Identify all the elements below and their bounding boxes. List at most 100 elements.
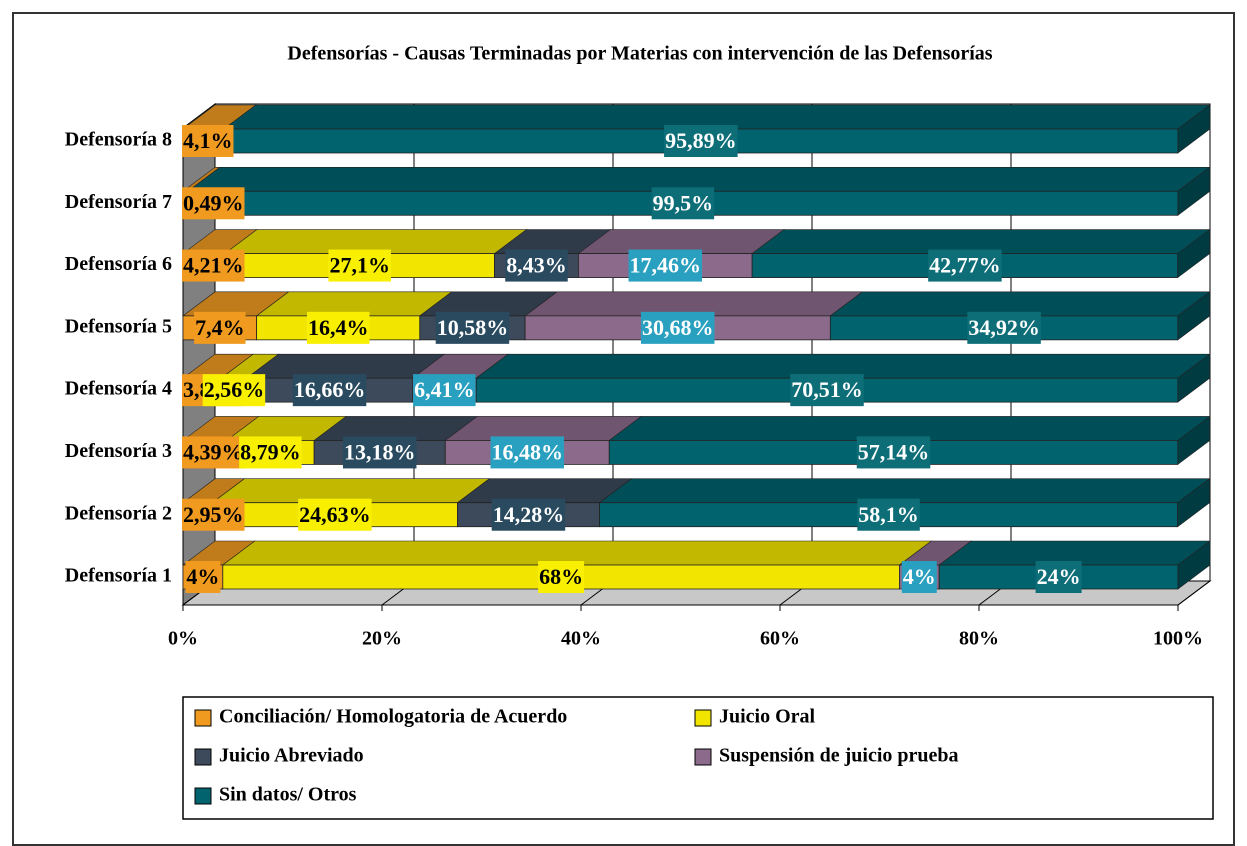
data-label-text: 24,63% — [299, 502, 371, 527]
bar-end — [1177, 540, 1211, 590]
data-label: 7,4% — [194, 311, 246, 344]
y-tick-label: Defensoría 6 — [65, 253, 172, 275]
data-label-bg — [182, 436, 245, 469]
bar-end — [1177, 353, 1211, 403]
data-label-bg — [901, 561, 937, 593]
data-label: 99,5% — [651, 187, 715, 220]
data-label-text: 16,48% — [492, 439, 564, 464]
data-label: 95,89% — [664, 125, 738, 157]
data-label-bg — [435, 311, 510, 344]
data-label-bg — [185, 561, 221, 593]
data-label-text: 16,4% — [308, 315, 369, 340]
chart-title: Defensorías - Causas Terminadas por Mate… — [287, 43, 992, 65]
y-tick-label: Defensoría 4 — [65, 378, 172, 400]
y-tick-label: Defensoría 2 — [65, 502, 172, 524]
data-label-text: 4% — [903, 564, 936, 589]
data-label-bg — [1035, 561, 1082, 593]
y-tick-label: Defensoría 7 — [65, 191, 172, 213]
data-label-bg — [857, 498, 920, 531]
data-label-bg — [628, 249, 703, 282]
legend-label: Suspensión de juicio prueba — [719, 745, 959, 767]
data-label-bg — [292, 374, 367, 407]
data-label-bg — [306, 311, 370, 344]
data-label-text: 57,14% — [858, 439, 930, 464]
x-tick-label: 100% — [1153, 628, 1203, 650]
data-label-bg — [664, 125, 738, 157]
data-label: 17,46% — [628, 249, 703, 282]
data-label-text: 14,28% — [493, 502, 565, 527]
data-label-bg — [538, 561, 585, 593]
data-label-text: 2,95% — [183, 502, 244, 527]
bar-end — [1177, 478, 1210, 528]
legend-label: Sin datos/ Otros — [219, 784, 357, 806]
data-label-text: 58,1% — [858, 502, 919, 527]
y-tick-label: Defensoría 3 — [65, 440, 172, 462]
data-label-bg — [490, 436, 565, 469]
data-label: 68% — [538, 561, 585, 593]
bar-end — [1177, 166, 1211, 216]
data-label-text: 17,46% — [630, 253, 702, 278]
data-label: 70,51% — [790, 374, 864, 407]
data-label-bg — [640, 311, 715, 344]
data-label: 4% — [185, 561, 221, 593]
legend-swatch — [194, 709, 212, 727]
legend-label: Conciliación/ Homologatoria de Acuerdo — [219, 706, 567, 728]
data-label: 57,14% — [856, 436, 931, 469]
y-tick-label: Defensoría 8 — [65, 129, 172, 151]
data-label-bg — [342, 436, 417, 469]
grid-line-floor — [1177, 580, 1211, 606]
legend-label: Juicio Oral — [719, 706, 816, 728]
data-label-bg — [328, 249, 391, 282]
x-tick-label: 80% — [959, 628, 999, 650]
data-label: 34,92% — [967, 311, 1041, 344]
data-label-text: 16,66% — [294, 377, 366, 402]
data-label: 30,68% — [640, 311, 715, 344]
bar-end — [1177, 415, 1211, 466]
bar-end — [1177, 104, 1211, 154]
x-tick-label: 0% — [168, 628, 198, 650]
data-label-text: 4% — [186, 564, 219, 589]
data-label: 16,66% — [292, 374, 367, 407]
data-label: 24% — [1035, 561, 1082, 593]
data-label-text: 70,51% — [791, 377, 863, 402]
data-label-text: 24% — [1037, 564, 1081, 589]
data-label-text: 34,92% — [968, 315, 1040, 340]
data-label-bg — [202, 374, 266, 407]
legend-swatch — [194, 748, 212, 766]
legend-swatch — [694, 748, 712, 766]
data-label-bg — [413, 374, 476, 407]
data-label: 0,49% — [182, 187, 245, 220]
data-label-bg — [182, 125, 234, 157]
data-label: 24,63% — [298, 498, 372, 531]
data-label: 27,1% — [328, 249, 391, 282]
data-label-bg — [505, 249, 568, 282]
data-label-text: 0,49% — [183, 190, 244, 215]
data-label: 2,56% — [202, 374, 266, 407]
data-label: 4% — [901, 561, 937, 593]
data-label-text: 27,1% — [329, 253, 390, 278]
data-label: 42,77% — [928, 249, 1002, 282]
data-label: 13,18% — [342, 436, 417, 469]
data-label: 14,28% — [491, 498, 566, 531]
data-label-text: 10,58% — [437, 315, 509, 340]
data-label-text: 7,4% — [195, 315, 245, 340]
x-tick-label: 40% — [561, 628, 601, 650]
data-label-text: 42,77% — [929, 253, 1001, 278]
data-label: 8,43% — [505, 249, 568, 282]
data-label-text: 4,21% — [183, 253, 244, 278]
data-label-text: 99,5% — [653, 190, 714, 215]
data-label: 16,48% — [490, 436, 565, 469]
y-tick-label: Defensoría 5 — [65, 315, 172, 337]
data-label-bg — [182, 498, 245, 531]
data-label: 2,95% — [182, 498, 245, 531]
bar-end — [1177, 291, 1211, 341]
data-label-text: 13,18% — [344, 439, 416, 464]
bar-end — [1177, 228, 1211, 279]
data-label-text: 4,39% — [183, 439, 244, 464]
data-label-text: 95,89% — [665, 128, 737, 153]
data-label: 16,4% — [306, 311, 370, 344]
data-label-bg — [298, 498, 372, 531]
data-label-bg — [967, 311, 1041, 344]
data-label-text: 4,1% — [183, 128, 233, 153]
